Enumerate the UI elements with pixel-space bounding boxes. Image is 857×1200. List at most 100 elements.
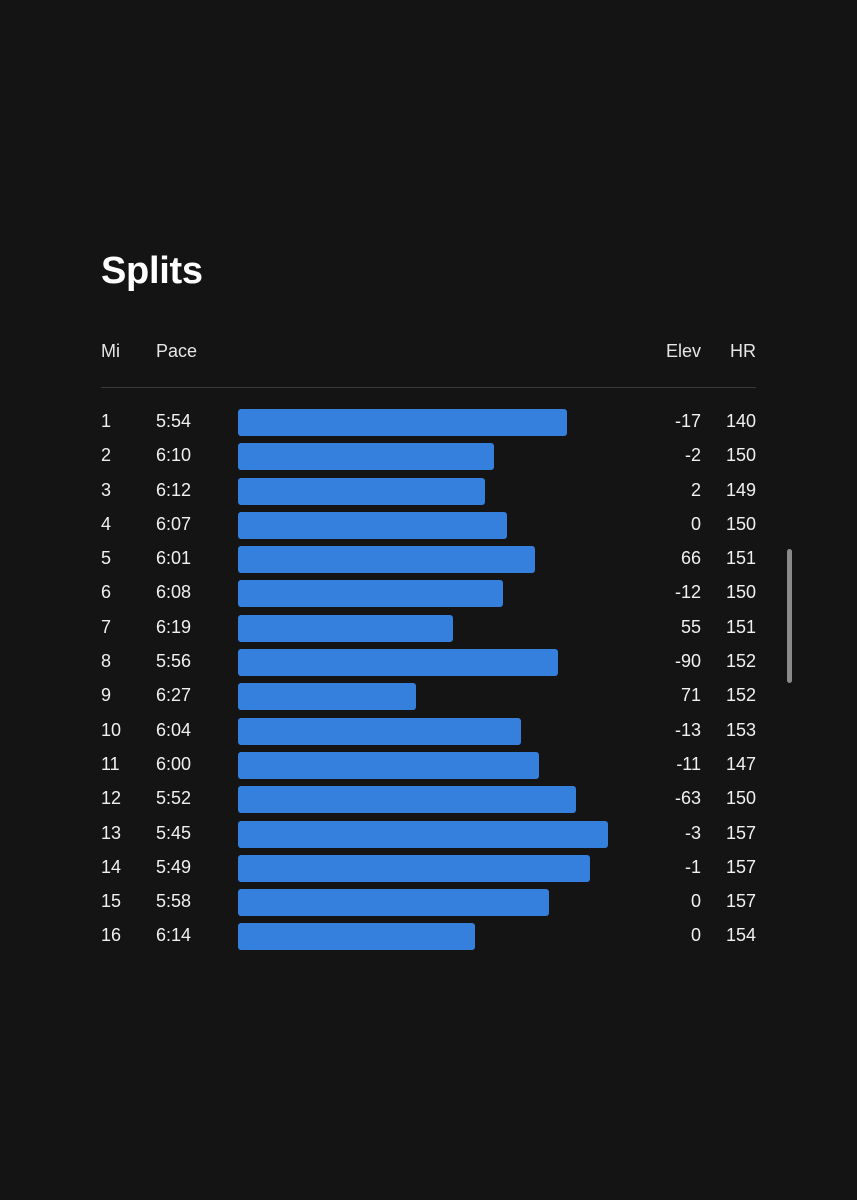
- table-row: 2 6:10 -2 150: [101, 439, 756, 473]
- pace-bar: [238, 443, 494, 471]
- heart-rate-value: 147: [725, 753, 756, 774]
- pace-value: 5:45: [156, 822, 192, 843]
- elevation-value: -13: [674, 719, 701, 740]
- pace-bar: [238, 717, 522, 745]
- heart-rate-value: 157: [725, 822, 756, 843]
- elevation-value: -90: [674, 651, 701, 672]
- mile-number: 11: [101, 753, 120, 774]
- elevation-value: -1: [684, 856, 701, 877]
- pace-value: 6:19: [156, 616, 192, 637]
- pace-value: 6:00: [156, 753, 192, 774]
- pace-value: 6:12: [156, 479, 192, 500]
- page-title: Splits: [101, 250, 203, 292]
- table-row: 4 6:07 0 150: [101, 508, 756, 542]
- elevation-value: 66: [680, 548, 701, 569]
- heart-rate-value: 150: [725, 788, 756, 809]
- pace-bar: [238, 614, 453, 642]
- table-row: 9 6:27 71 152: [101, 679, 756, 713]
- elevation-value: -11: [676, 753, 701, 774]
- header-mi: Mi: [101, 341, 120, 361]
- pace-bar: [238, 820, 608, 848]
- elevation-value: -3: [684, 822, 701, 843]
- table-row: 11 6:00 -11 147: [101, 748, 756, 782]
- elevation-value: -12: [674, 582, 701, 603]
- heart-rate-value: 157: [725, 891, 756, 912]
- pace-value: 6:08: [156, 582, 192, 603]
- header-elev: Elev: [665, 341, 701, 361]
- pace-bar: [238, 477, 485, 505]
- mile-number: 16: [101, 925, 122, 946]
- elevation-value: 0: [690, 925, 701, 946]
- elevation-value: 55: [680, 616, 701, 637]
- pace-value: 5:49: [156, 856, 192, 877]
- heart-rate-value: 151: [725, 616, 756, 637]
- mile-number: 15: [101, 891, 122, 912]
- pace-bar: [238, 511, 508, 539]
- pace-bar: [238, 649, 558, 677]
- table-row: 12 5:52 -63 150: [101, 782, 756, 816]
- table-row: 6 6:08 -12 150: [101, 576, 756, 610]
- heart-rate-value: 153: [725, 719, 756, 740]
- pace-value: 6:10: [156, 445, 192, 466]
- mile-number: 13: [101, 822, 122, 843]
- pace-bar: [238, 854, 590, 882]
- table-row: 8 5:56 -90 152: [101, 645, 756, 679]
- header-divider: [101, 387, 756, 388]
- pace-bar: [238, 889, 549, 917]
- pace-value: 6:07: [156, 513, 192, 534]
- table-row: 1 5:54 -17 140: [101, 405, 756, 439]
- pace-value: 6:14: [156, 925, 192, 946]
- heart-rate-value: 151: [725, 548, 756, 569]
- elevation-value: 71: [680, 685, 701, 706]
- table-row: 14 5:49 -1 157: [101, 851, 756, 885]
- pace-value: 6:01: [156, 548, 192, 569]
- heart-rate-value: 152: [725, 685, 756, 706]
- mile-number: 2: [101, 445, 112, 466]
- mile-number: 1: [101, 411, 112, 431]
- elevation-value: 0: [690, 891, 701, 912]
- table-row: 3 6:12 2 149: [101, 474, 756, 508]
- heart-rate-value: 157: [725, 856, 756, 877]
- elevation-value: -2: [684, 445, 701, 466]
- scrollbar[interactable]: [787, 549, 792, 683]
- heart-rate-value: 150: [725, 445, 756, 466]
- pace-bar: [238, 409, 567, 436]
- heart-rate-value: 152: [725, 651, 756, 672]
- pace-value: 6:04: [156, 719, 192, 740]
- table-row: 7 6:19 55 151: [101, 611, 756, 645]
- mile-number: 10: [101, 719, 122, 740]
- pace-bar: [238, 923, 476, 951]
- header-pace: Pace: [156, 341, 198, 361]
- heart-rate-value: 140: [725, 411, 756, 431]
- table-row: 15 5:58 0 157: [101, 885, 756, 919]
- pace-bar: [238, 683, 416, 711]
- pace-value: 5:58: [156, 891, 192, 912]
- splits-table-header: Mi Pace Elev HR: [101, 341, 756, 365]
- pace-value: 5:56: [156, 651, 192, 672]
- pace-bar: [238, 751, 540, 779]
- pace-bar: [238, 786, 576, 814]
- mile-number: 3: [101, 479, 112, 500]
- mile-number: 12: [101, 788, 122, 809]
- heart-rate-value: 150: [725, 513, 756, 534]
- pace-bar: [238, 580, 503, 608]
- table-row: 13 5:45 -3 157: [101, 817, 756, 851]
- elevation-value: -17: [674, 411, 701, 431]
- splits-table-body: 1 5:54 -17 140 2 6:10 -2 150 3 6:12 2 149 4 6:07 0 150 5…: [101, 405, 756, 954]
- elevation-value: 2: [690, 479, 701, 500]
- elevation-value: 0: [690, 513, 701, 534]
- mile-number: 9: [101, 685, 112, 706]
- pace-bar: [238, 546, 535, 574]
- pace-value: 5:52: [156, 788, 192, 809]
- mile-number: 4: [101, 513, 112, 534]
- table-row: 10 6:04 -13 153: [101, 714, 756, 748]
- pace-value: 5:54: [156, 411, 192, 431]
- mile-number: 5: [101, 548, 112, 569]
- elevation-value: -63: [674, 788, 701, 809]
- heart-rate-value: 150: [725, 582, 756, 603]
- pace-value: 6:27: [156, 685, 192, 706]
- table-row: 16 6:14 0 154: [101, 919, 756, 953]
- heart-rate-value: 154: [725, 925, 756, 946]
- mile-number: 6: [101, 582, 112, 603]
- mile-number: 8: [101, 651, 112, 672]
